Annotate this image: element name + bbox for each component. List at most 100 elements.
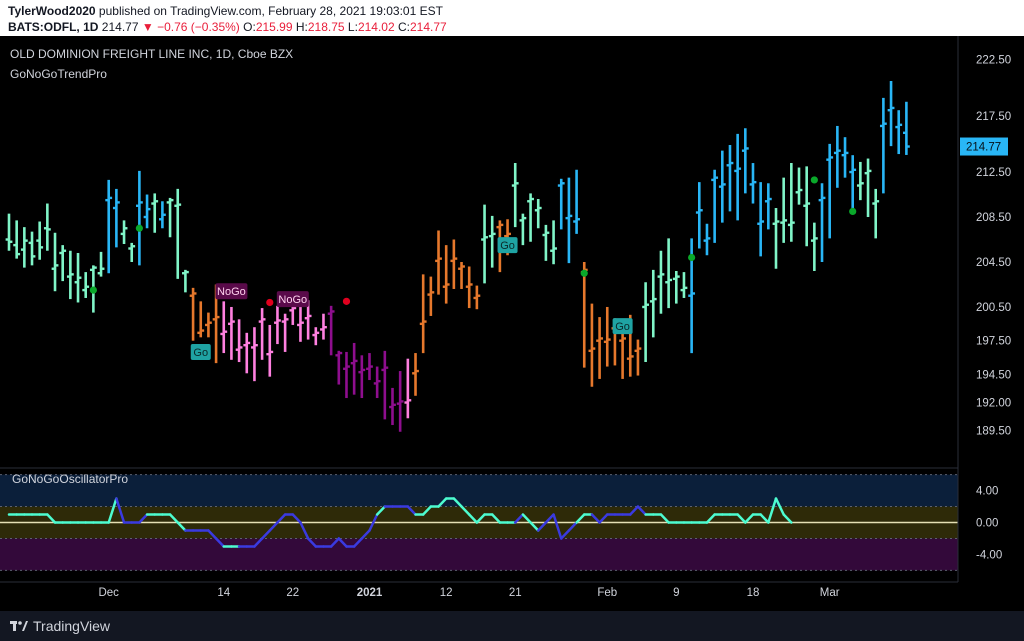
osc-line-segment <box>513 513 525 524</box>
ohlc-bar <box>634 339 642 376</box>
high-value: 218.75 <box>307 20 345 34</box>
ohlc-bar <box>312 327 320 346</box>
ohlc-bar <box>879 97 887 194</box>
ohlc-bar <box>205 312 212 338</box>
osc-line-segment <box>529 521 540 532</box>
osc-line-segment <box>115 497 126 524</box>
chart-canvas[interactable]: OLD DOMINION FREIGHT LINE INC, 1D, Cboe … <box>0 36 1024 611</box>
price-tick-label: 222.50 <box>976 55 1011 67</box>
ohlc-bar <box>419 274 427 354</box>
low-label: L: <box>347 20 358 34</box>
time-tick-label: Mar <box>820 587 840 599</box>
time-tick-label: 2021 <box>357 587 383 599</box>
oscillator-name[interactable]: GoNoGoOscillatorPro <box>12 472 128 486</box>
last-price-tag <box>960 137 1008 156</box>
signal-dot <box>810 176 818 184</box>
osc-upper-band <box>0 474 958 507</box>
tradingview-brand[interactable]: TradingView <box>33 618 111 634</box>
ohlc-bar <box>366 353 373 381</box>
price-bars <box>5 80 910 432</box>
ohlc-bar <box>818 183 826 262</box>
ohlc-bar <box>573 169 580 234</box>
osc-line-segment <box>767 497 778 524</box>
osc-line-segment <box>299 521 310 540</box>
last-price-label: 214.77 <box>966 142 1001 154</box>
ohlc-bar <box>603 306 611 367</box>
open-label: O: <box>243 20 256 34</box>
go-signal-label: Go <box>497 237 518 254</box>
ohlc-bar <box>473 285 481 310</box>
author-name[interactable]: TylerWood2020 <box>8 4 96 18</box>
price-tick-label: 204.50 <box>976 257 1011 269</box>
ohlc-bar <box>726 145 734 212</box>
ohlc-bar <box>519 213 527 246</box>
ohlc-bar <box>665 238 673 309</box>
ohlc-bar <box>159 201 166 229</box>
publish-header: TylerWood2020 published on TradingView.c… <box>0 0 1024 36</box>
ohlc-bar <box>780 177 788 243</box>
signal-dot <box>688 253 696 262</box>
osc-line-segment <box>253 537 264 548</box>
osc-line-segment <box>575 513 586 524</box>
osc-line-segment <box>590 513 601 524</box>
ohlc-bar <box>550 220 557 265</box>
ohlc-bar <box>810 222 818 271</box>
publish-line: TylerWood2020 published on TradingView.c… <box>8 4 443 18</box>
ohlc-bar <box>404 358 412 419</box>
ohlc-bar <box>427 276 435 316</box>
ohlc-bar <box>112 188 120 248</box>
osc-line-segment <box>705 513 716 524</box>
ohlc-bar <box>902 101 910 155</box>
ohlc-bar <box>534 199 542 229</box>
osc-line-segment <box>552 513 563 540</box>
ohlc-bar <box>795 167 803 205</box>
osc-line-segment <box>214 537 226 548</box>
osc-line-segment <box>329 537 341 548</box>
ohlc-bar <box>787 163 795 242</box>
osc-tick-label: -4.00 <box>976 549 1002 561</box>
osc-line-segment <box>521 513 532 524</box>
ohlc-bar <box>274 305 281 345</box>
time-tick-label: 22 <box>286 587 299 599</box>
ohlc-bar <box>182 269 189 293</box>
ohlc-bar <box>488 215 496 268</box>
ohlc-bar <box>412 353 419 396</box>
published-text: published on TradingView.com, February 2… <box>95 4 443 18</box>
ohlc-bar <box>741 128 749 194</box>
ohlc-bar <box>320 313 327 340</box>
price-tick-label: 194.50 <box>976 369 1011 381</box>
ohlc-bar <box>565 177 573 264</box>
oscillator-pane <box>0 474 958 571</box>
osc-line-segment <box>360 529 371 540</box>
symbol-label[interactable]: BATS:ODFL, 1D <box>8 20 99 34</box>
osc-line-segment <box>774 497 785 516</box>
ohlc-bar <box>197 301 205 338</box>
go-signal-label: Go <box>612 318 633 335</box>
osc-line-segment <box>107 497 118 524</box>
ohlc-bar <box>28 231 36 266</box>
ohlc-bar <box>135 170 143 266</box>
ohlc-bar <box>718 150 726 223</box>
trend-indicator-name[interactable]: GoNoGoTrendPro <box>10 67 107 81</box>
osc-line-segment <box>176 521 187 532</box>
signal-label-text: Go <box>615 321 630 333</box>
ohlc-bar <box>251 327 258 382</box>
osc-lower-band <box>0 538 958 571</box>
ohlc-bar <box>43 203 51 251</box>
osc-line-segment <box>421 505 433 516</box>
ohlc-bar <box>703 223 711 256</box>
tradingview-logo-icon[interactable] <box>10 619 28 633</box>
time-tick-label: Dec <box>98 587 119 599</box>
chart-area[interactable]: OLD DOMINION FREIGHT LINE INC, 1D, Cboe … <box>0 36 1024 611</box>
ohlc-bar <box>749 163 757 204</box>
open-value: 215.99 <box>255 20 293 34</box>
signal-dot <box>89 286 97 294</box>
ohlc-bar <box>297 303 304 342</box>
ohlc-bar <box>266 324 274 377</box>
ohlc-bar <box>51 232 59 292</box>
osc-line-segment <box>168 513 179 524</box>
ohlc-bar <box>680 272 688 298</box>
ohlc-bar <box>849 155 857 211</box>
ohlc-bar <box>442 245 450 304</box>
ohlc-bar <box>220 301 228 354</box>
